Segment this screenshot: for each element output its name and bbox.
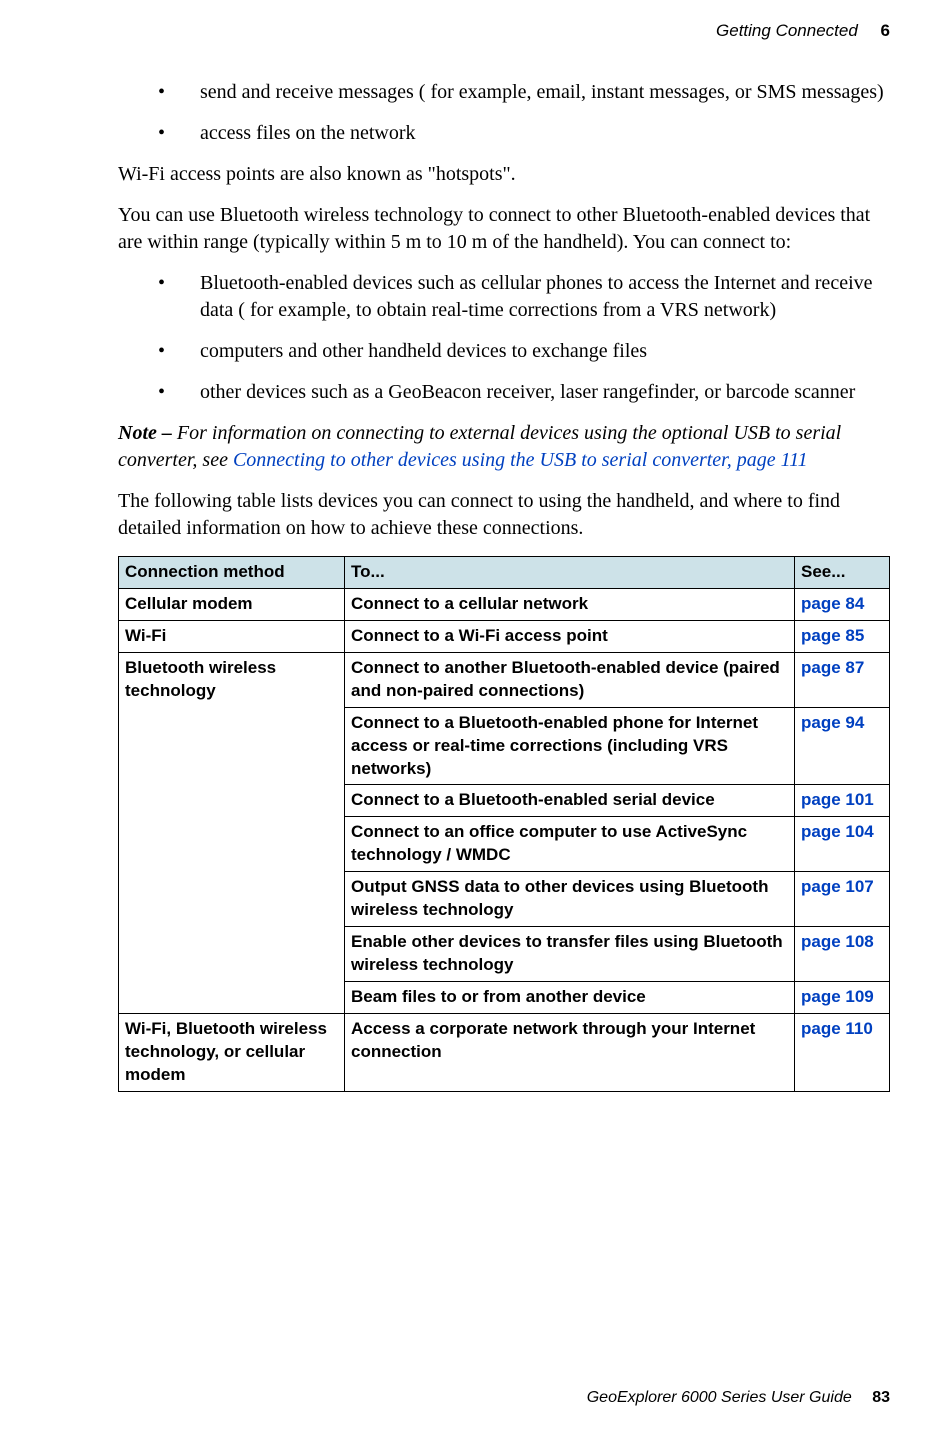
list-item: computers and other handheld devices to …: [118, 338, 890, 365]
paragraph-table-intro: The following table lists devices you ca…: [118, 488, 890, 542]
cell-see: page 85: [795, 620, 890, 652]
page-link[interactable]: page 108: [801, 932, 874, 951]
col-header-to: To...: [345, 556, 795, 588]
cell-method: Bluetooth wireless technology: [119, 652, 345, 1013]
cell-see: page 104: [795, 817, 890, 872]
table-header-row: Connection method To... See...: [119, 556, 890, 588]
table-row: Bluetooth wireless technology Connect to…: [119, 652, 890, 707]
header-title: Getting Connected: [716, 21, 858, 40]
page: Getting Connected 6 send and receive mes…: [0, 0, 934, 1435]
page-link[interactable]: page 101: [801, 790, 874, 809]
footer-title: GeoExplorer 6000 Series User Guide: [587, 1389, 852, 1406]
cell-method: Wi-Fi: [119, 620, 345, 652]
cell-to: Beam files to or from another device: [345, 982, 795, 1014]
cell-see: page 101: [795, 785, 890, 817]
note-paragraph: Note – For information on connecting to …: [118, 420, 890, 474]
page-footer: GeoExplorer 6000 Series User Guide 83: [587, 1387, 890, 1409]
list-item: access files on the network: [118, 120, 890, 147]
footer-page-number: 83: [872, 1389, 890, 1406]
note-label: Note –: [118, 422, 177, 444]
page-link[interactable]: page 109: [801, 987, 874, 1006]
paragraph-bluetooth-intro: You can use Bluetooth wireless technolog…: [118, 202, 890, 256]
page-link[interactable]: page 110: [801, 1019, 873, 1038]
cell-to: Connect to a Bluetooth-enabled serial de…: [345, 785, 795, 817]
cell-see: page 107: [795, 872, 890, 927]
cell-see: page 110: [795, 1013, 890, 1091]
cell-see: page 87: [795, 652, 890, 707]
table-body: Cellular modem Connect to a cellular net…: [119, 588, 890, 1091]
cell-see: page 109: [795, 982, 890, 1014]
col-header-see: See...: [795, 556, 890, 588]
list-item: send and receive messages ( for example,…: [118, 79, 890, 106]
bluetooth-bullet-list: Bluetooth-enabled devices such as cellul…: [118, 270, 890, 406]
page-link[interactable]: page 104: [801, 822, 874, 841]
cell-see: page 84: [795, 588, 890, 620]
col-header-method: Connection method: [119, 556, 345, 588]
page-link[interactable]: page 85: [801, 626, 864, 645]
cell-method: Cellular modem: [119, 588, 345, 620]
header-chapter-number: 6: [881, 21, 890, 40]
cell-see: page 108: [795, 927, 890, 982]
cell-to: Connect to a Bluetooth-enabled phone for…: [345, 707, 795, 785]
connection-table: Connection method To... See... Cellular …: [118, 556, 890, 1092]
cell-to: Enable other devices to transfer files u…: [345, 927, 795, 982]
cell-to: Connect to an office computer to use Act…: [345, 817, 795, 872]
cell-see: page 94: [795, 707, 890, 785]
cell-to: Connect to a Wi-Fi access point: [345, 620, 795, 652]
note-link[interactable]: Connecting to other devices using the US…: [233, 449, 808, 471]
page-link[interactable]: page 94: [801, 713, 864, 732]
page-link[interactable]: page 87: [801, 658, 864, 677]
cell-to: Connect to a cellular network: [345, 588, 795, 620]
page-link[interactable]: page 107: [801, 877, 874, 896]
running-header: Getting Connected 6: [118, 20, 890, 43]
table-row: Wi-Fi Connect to a Wi-Fi access point pa…: [119, 620, 890, 652]
table-row: Wi-Fi, Bluetooth wireless technology, or…: [119, 1013, 890, 1091]
cell-to: Output GNSS data to other devices using …: [345, 872, 795, 927]
cell-to: Access a corporate network through your …: [345, 1013, 795, 1091]
intro-bullet-list: send and receive messages ( for example,…: [118, 79, 890, 147]
list-item: Bluetooth-enabled devices such as cellul…: [118, 270, 890, 324]
page-link[interactable]: page 84: [801, 594, 864, 613]
list-item: other devices such as a GeoBeacon receiv…: [118, 379, 890, 406]
cell-method: Wi-Fi, Bluetooth wireless technology, or…: [119, 1013, 345, 1091]
paragraph-hotspots: Wi-Fi access points are also known as "h…: [118, 161, 890, 188]
table-row: Cellular modem Connect to a cellular net…: [119, 588, 890, 620]
cell-to: Connect to another Bluetooth-enabled dev…: [345, 652, 795, 707]
